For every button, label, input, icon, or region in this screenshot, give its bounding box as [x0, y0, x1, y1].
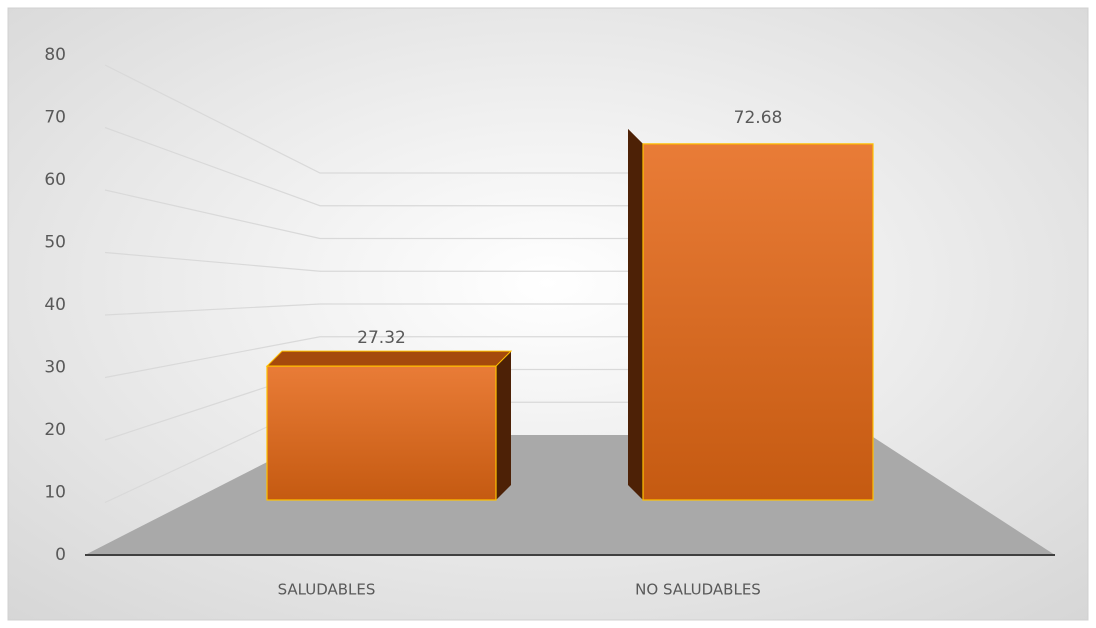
bar — [642, 143, 874, 501]
y-tick-label: 40 — [44, 295, 66, 315]
bar-top — [265, 350, 513, 367]
y-tick-label: 60 — [44, 170, 66, 190]
y-tick-label: 80 — [44, 45, 66, 65]
y-tick-label: 20 — [44, 420, 66, 440]
data-label: 72.68 — [734, 108, 783, 128]
y-tick-label: 70 — [44, 108, 66, 128]
bar — [266, 365, 497, 501]
data-label: 27.32 — [357, 328, 406, 348]
y-tick-label: 10 — [44, 483, 66, 503]
y-tick-label: 30 — [44, 358, 66, 378]
bar-side — [628, 128, 643, 501]
x-tick-label: NO SALUDABLES — [635, 581, 761, 599]
bar-side — [496, 351, 511, 500]
x-tick-label: SALUDABLES — [278, 581, 376, 599]
y-tick-label: 50 — [44, 233, 66, 253]
y-tick-label: 0 — [55, 545, 66, 565]
